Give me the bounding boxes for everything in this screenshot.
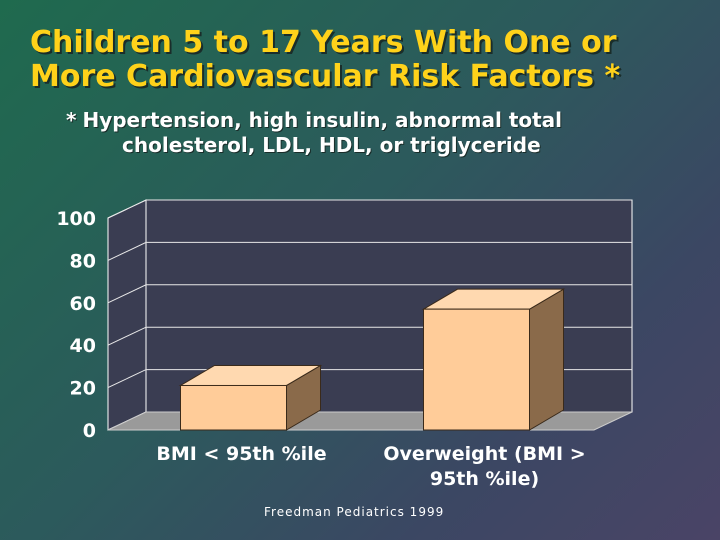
y-tick-label: 100 <box>56 208 96 230</box>
gridline <box>107 241 632 261</box>
gridline <box>107 199 632 219</box>
bar <box>421 288 566 431</box>
x-category-label: 95th %ile) <box>430 468 539 490</box>
subtitle-text-1: Hypertension, high insulin, abnormal tot… <box>82 108 563 132</box>
x-axis-labels: BMI < 95th %ile Overweight (BMI > 95th %il… <box>156 443 585 490</box>
bar-front <box>180 384 287 431</box>
left-wall <box>107 199 147 431</box>
bars <box>178 288 566 431</box>
y-tick-label: 40 <box>70 335 96 357</box>
slide-title: Children 5 to 17 Years With One or More … <box>30 26 710 94</box>
subtitle-line-1: * Hypertension, high insulin, abnormal to… <box>66 108 686 133</box>
bar-side <box>529 288 564 431</box>
source-citation: Freedman Pediatrics 1999 <box>264 505 445 519</box>
bar <box>178 364 323 431</box>
bar-front <box>423 308 530 431</box>
x-category-label: Overweight (BMI > <box>383 443 585 465</box>
x-category-label: BMI < 95th %ile <box>156 443 326 465</box>
subtitle: * Hypertension, high insulin, abnormal to… <box>66 108 686 158</box>
y-tick-label: 0 <box>83 420 96 442</box>
y-tick-label: 20 <box>70 378 96 400</box>
footnote-star: * <box>66 108 77 132</box>
y-tick-label: 60 <box>70 293 96 315</box>
title-line-1: Children 5 to 17 Years With One or <box>30 25 617 60</box>
gridline <box>107 284 632 304</box>
y-tick-label: 80 <box>70 250 96 272</box>
y-axis-ticks: 0 20 40 60 80 100 <box>56 208 96 442</box>
title-line-2: More Cardiovascular Risk Factors * <box>30 59 621 94</box>
subtitle-line-2: cholesterol, LDL, HDL, or triglyceride <box>122 133 541 157</box>
